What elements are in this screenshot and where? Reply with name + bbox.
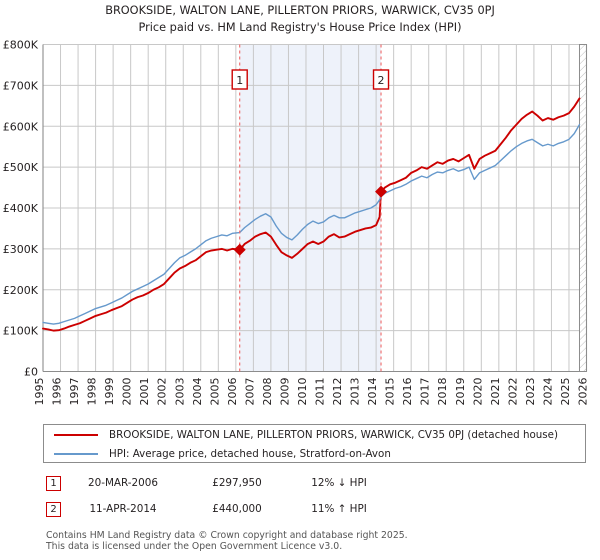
svg-text:£800K: £800K [3, 39, 39, 52]
svg-text:2009: 2009 [278, 378, 291, 406]
svg-text:2005: 2005 [208, 378, 221, 406]
table-row[interactable]: 1 20-MAR-2006 £297,950 12% ↓ HPI [43, 470, 586, 496]
transactions-table: 1 20-MAR-2006 £297,950 12% ↓ HPI 2 11-AP… [43, 470, 586, 522]
svg-text:2008: 2008 [261, 378, 274, 406]
svg-text:1995: 1995 [33, 378, 46, 406]
svg-text:1998: 1998 [86, 378, 99, 406]
svg-text:2010: 2010 [296, 378, 309, 406]
svg-text:2014: 2014 [366, 378, 379, 406]
svg-text:2002: 2002 [156, 378, 169, 406]
svg-text:2004: 2004 [191, 378, 204, 406]
transaction-marker-1: 1 [46, 475, 61, 491]
transaction-hpi-delta: 11% ↑ HPI [311, 503, 367, 515]
svg-text:£200K: £200K [3, 284, 39, 297]
transaction-date: 11-APR-2014 [89, 503, 157, 515]
svg-text:£600K: £600K [3, 120, 39, 133]
chart-plot-area: £0 £100K £200K £300K £400K £500K £600K £700K £80… [3, 39, 590, 406]
svg-text:2019: 2019 [454, 378, 467, 406]
svg-text:2018: 2018 [436, 378, 449, 406]
transaction-marker-2: 2 [46, 501, 61, 517]
footer-licence: This data is licensed under the Open Gov… [46, 541, 343, 553]
chart-title-block: BROOKSIDE, WALTON LANE, PILLERTON PRIORS… [0, 2, 600, 36]
svg-text:2007: 2007 [243, 378, 256, 406]
svg-text:2023: 2023 [524, 378, 537, 406]
legend-swatch-hpi [54, 452, 98, 455]
svg-text:£700K: £700K [3, 79, 39, 92]
legend-label-hpi: HPI: Average price, detached house, Stra… [109, 447, 391, 460]
transaction-price: £297,950 [212, 477, 262, 489]
svg-text:£0: £0 [24, 366, 38, 379]
svg-text:2001: 2001 [138, 378, 151, 406]
legend-item-hpi: HPI: Average price, detached house, Stra… [44, 444, 585, 463]
transaction-price: £440,000 [212, 503, 262, 515]
svg-text:1997: 1997 [68, 378, 81, 406]
page-subtitle: Price paid vs. HM Land Registry's House … [138, 21, 462, 34]
svg-text:1999: 1999 [103, 378, 116, 406]
svg-text:2012: 2012 [331, 378, 344, 406]
page-title: BROOKSIDE, WALTON LANE, PILLERTON PRIORS… [105, 4, 495, 17]
svg-text:2017: 2017 [419, 378, 432, 406]
footer-copyright: Contains HM Land Registry data © Crown c… [46, 530, 408, 541]
svg-text:£300K: £300K [3, 243, 39, 256]
svg-text:2020: 2020 [471, 378, 484, 406]
svg-text:2022: 2022 [506, 378, 519, 406]
svg-text:2024: 2024 [541, 378, 554, 406]
svg-text:£400K: £400K [3, 202, 39, 215]
svg-text:£100K: £100K [3, 325, 39, 338]
svg-text:1: 1 [236, 74, 243, 87]
svg-text:1996: 1996 [51, 378, 64, 406]
svg-text:2013: 2013 [349, 378, 362, 406]
transaction-date: 20-MAR-2006 [87, 477, 159, 489]
svg-text:2006: 2006 [226, 378, 239, 406]
table-row[interactable]: 2 11-APR-2014 £440,000 11% ↑ HPI [43, 496, 586, 522]
svg-text:2011: 2011 [314, 378, 327, 406]
svg-text:2015: 2015 [384, 378, 397, 406]
svg-text:2021: 2021 [489, 378, 502, 406]
svg-text:£500K: £500K [3, 161, 39, 174]
svg-text:2026: 2026 [577, 378, 590, 406]
transaction-hpi-delta: 12% ↓ HPI [311, 477, 367, 489]
legend-label-price-paid: BROOKSIDE, WALTON LANE, PILLERTON PRIORS… [109, 428, 559, 441]
svg-text:2025: 2025 [559, 378, 572, 406]
legend-swatch-price-paid [54, 433, 98, 436]
svg-text:2016: 2016 [401, 378, 414, 406]
legend-item-price-paid: BROOKSIDE, WALTON LANE, PILLERTON PRIORS… [44, 425, 585, 444]
svg-text:2003: 2003 [173, 378, 186, 406]
svg-text:2000: 2000 [121, 378, 134, 406]
svg-text:2: 2 [378, 74, 385, 87]
chart-legend: BROOKSIDE, WALTON LANE, PILLERTON PRIORS… [43, 424, 586, 463]
footer-attribution: Contains HM Land Registry data © Crown c… [46, 530, 586, 553]
